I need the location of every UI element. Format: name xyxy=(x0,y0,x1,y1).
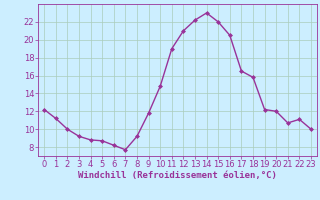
X-axis label: Windchill (Refroidissement éolien,°C): Windchill (Refroidissement éolien,°C) xyxy=(78,171,277,180)
